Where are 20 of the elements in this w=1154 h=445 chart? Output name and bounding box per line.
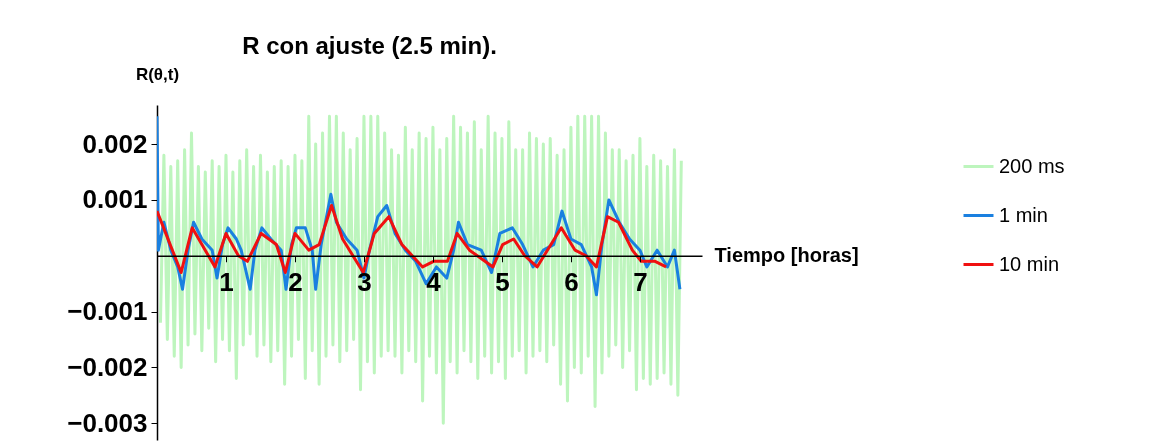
y-axis-title: R(θ,t) (135, 64, 180, 84)
y-tick-label: 0.002 (82, 128, 148, 159)
y-tick-label: −0.001 (67, 296, 148, 327)
x-tick-label: 3 (357, 267, 372, 298)
x-axis-title: Tiempo [horas] (714, 244, 859, 267)
y-tick-label: 0.001 (82, 184, 148, 215)
line-series (157, 204, 668, 274)
x-tick-label: 5 (495, 267, 510, 298)
y-tick-label: −0.002 (67, 351, 148, 382)
legend-label: 1 min (999, 203, 1048, 226)
x-tick-label: 7 (633, 267, 648, 298)
x-tick-label: 2 (288, 267, 303, 298)
legend-label: 200 ms (999, 154, 1065, 177)
chart-title: R con ajuste (2.5 min). (242, 32, 497, 59)
x-tick-label: 6 (564, 267, 579, 298)
x-tick-label: 4 (426, 267, 442, 298)
y-tick-label: −0.003 (67, 407, 148, 438)
line-series (158, 114, 683, 425)
x-tick-label: 1 (219, 267, 234, 298)
legend-label: 10 min (999, 252, 1060, 275)
